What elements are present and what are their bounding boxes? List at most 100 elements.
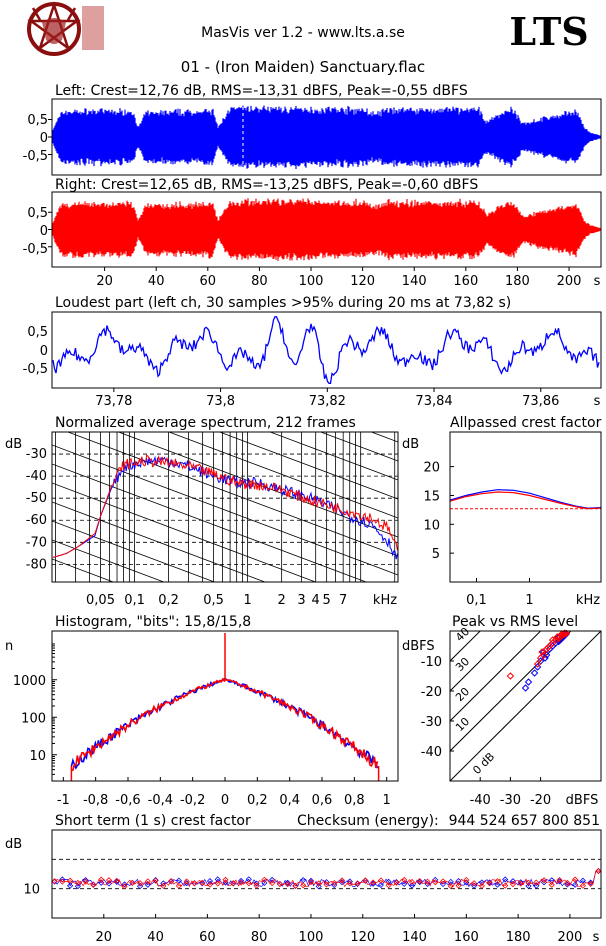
y-tick-label: -0,5 — [23, 362, 48, 377]
short-term-right-point — [276, 880, 283, 888]
right-point — [559, 630, 567, 639]
short-term-left-point — [494, 881, 501, 888]
y-tick-label: -0,5 — [23, 242, 48, 257]
left-point — [530, 669, 539, 677]
short-term-right-point — [494, 878, 501, 885]
short-term-right-point — [439, 878, 447, 885]
y-tick-label: -30 — [421, 715, 442, 730]
x-tick-label: 5 — [323, 593, 331, 608]
y-tick-label: -10 — [421, 655, 442, 670]
short-term-right-point — [136, 880, 144, 887]
grid-line-slope — [52, 444, 398, 576]
short-term-right-point — [98, 876, 105, 883]
x-tick-label: 80 — [251, 930, 268, 945]
x-tick-label: 140 — [402, 930, 427, 945]
short-term-left-point — [74, 883, 81, 890]
y-tick-label: -30 — [26, 447, 47, 462]
short-term-crest-frame — [51, 829, 602, 919]
short-term-right-point — [587, 880, 594, 887]
left-channel-stats: Left: Crest=12,76 dB, RMS=-13,31 dBFS, P… — [55, 83, 468, 99]
grid-line-slope — [52, 520, 216, 582]
x-tick-label: 4 — [312, 593, 320, 608]
short-term-right-point — [269, 880, 276, 887]
short-term-right-point — [564, 879, 571, 886]
short-term-right-point — [346, 880, 353, 887]
spectrum-slope-lines — [52, 274, 398, 582]
spectrum-title: Normalized average spectrum, 212 frames — [55, 415, 356, 431]
grid-line-slope — [66, 432, 398, 557]
x-axis-unit: s — [594, 394, 601, 409]
short-term-right-point — [222, 876, 229, 883]
short-term-left-point — [393, 878, 400, 886]
short-term-left-point — [439, 880, 447, 888]
short-term-right-point — [486, 880, 493, 887]
spectrum-frame — [51, 431, 399, 583]
y-tick-label: 0,5 — [27, 206, 48, 221]
short-term-right-point — [292, 882, 299, 890]
short-term-right-point — [168, 877, 175, 885]
short-term-right-point — [230, 880, 237, 887]
x-tick-label: 160 — [453, 274, 478, 289]
short-term-left-point — [284, 879, 291, 886]
peak-vs-rms-frame — [449, 630, 602, 782]
y-tick-label: 1000 — [13, 674, 46, 689]
short-term-left-point — [471, 882, 478, 889]
spectrum-right-curve — [52, 454, 398, 558]
short-term-left-point — [401, 880, 408, 887]
x-axis-unit: dBFS — [566, 793, 599, 808]
short-term-left-point — [59, 876, 66, 883]
short-term-right-point — [284, 881, 291, 888]
grid-line-slope — [52, 274, 398, 404]
short-term-left-point — [447, 878, 454, 885]
spectrum-y-unit: dB — [5, 437, 22, 452]
x-tick-label: -30 — [500, 793, 521, 808]
x-tick-label: 40 — [147, 930, 164, 945]
histogram-panel: Histogram, "bits": 15,8/15,8 n 100010010… — [5, 614, 399, 808]
short-term-right-point — [548, 881, 555, 888]
x-tick-label: 0,8 — [344, 793, 365, 808]
x-tick-label: 1 — [243, 593, 251, 608]
x-tick-label: 0 — [221, 793, 229, 808]
short-term-right-point — [74, 879, 81, 887]
x-tick-label: -0,6 — [115, 793, 140, 808]
right-point — [538, 648, 546, 656]
short-term-right-point — [354, 880, 361, 887]
short-term-right-point — [525, 879, 532, 886]
crest-factor-frame — [449, 431, 602, 583]
crest-y-unit: dB — [402, 437, 419, 452]
x-tick-label: 60 — [199, 930, 216, 945]
short-term-right-point — [362, 877, 369, 884]
y-tick-label: 0 — [40, 224, 48, 239]
short-term-right-point — [315, 880, 322, 887]
app-title: MasVis ver 1.2 - www.lts.a.se — [201, 25, 405, 41]
grid-line-slope — [117, 432, 398, 538]
y-tick-label: 10 — [29, 749, 46, 764]
short-term-right-point — [432, 879, 439, 886]
short-term-crest-title: Short term (1 s) crest factor — [55, 813, 251, 829]
short-term-right-point — [331, 879, 338, 887]
y-tick-label: -50 — [26, 491, 47, 506]
x-tick-label: 7 — [339, 593, 347, 608]
short-term-left-point — [136, 883, 144, 890]
short-term-left-point — [261, 879, 268, 886]
short-term-right-point — [183, 878, 190, 885]
spectrum-left-curve — [52, 455, 398, 560]
y-tick-label: -80 — [26, 557, 47, 572]
crest-factor-panel: Allpassed crest factor dB 20 15 10 5 0,1 1 kHz — [402, 415, 602, 608]
x-tick-label: 0,4 — [279, 793, 300, 808]
short-term-right-point — [502, 882, 509, 889]
y-tick-label: 0 — [40, 131, 48, 146]
grid-line-slope — [167, 432, 398, 519]
x-tick-label: 120 — [350, 930, 375, 945]
grid-line-slope — [52, 539, 165, 582]
x-axis-unit: kHz — [576, 593, 600, 608]
x-tick-label: -0,8 — [83, 793, 108, 808]
crest-guide-line — [450, 631, 481, 662]
x-tick-label: 40 — [148, 274, 165, 289]
short-term-right-point — [90, 881, 97, 888]
y-tick-label: 10 — [23, 883, 40, 898]
short-term-right-point — [370, 879, 377, 886]
left-point — [533, 663, 542, 671]
loudest-part-panel: Loudest part (left ch, 30 samples >95% d… — [23, 295, 602, 409]
